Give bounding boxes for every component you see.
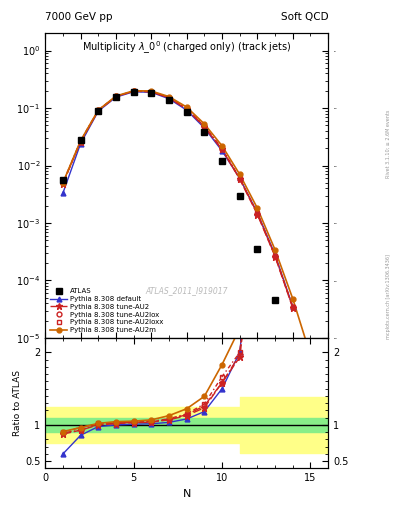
Text: Rivet 3.1.10; ≥ 2.6M events: Rivet 3.1.10; ≥ 2.6M events	[386, 109, 391, 178]
Text: mcplots.cern.ch [arXiv:1306.3436]: mcplots.cern.ch [arXiv:1306.3436]	[386, 254, 391, 339]
Text: 7000 GeV pp: 7000 GeV pp	[45, 12, 113, 22]
Text: Multiplicity $\lambda\_0^0$ (charged only) (track jets): Multiplicity $\lambda\_0^0$ (charged onl…	[82, 39, 292, 56]
Text: ATLAS_2011_I919017: ATLAS_2011_I919017	[145, 286, 228, 295]
Y-axis label: Ratio to ATLAS: Ratio to ATLAS	[13, 370, 22, 436]
Legend: ATLAS, Pythia 8.308 default, Pythia 8.308 tune-AU2, Pythia 8.308 tune-AU2lox, Py: ATLAS, Pythia 8.308 default, Pythia 8.30…	[49, 287, 165, 334]
Text: Soft QCD: Soft QCD	[281, 12, 328, 22]
X-axis label: N: N	[182, 489, 191, 499]
